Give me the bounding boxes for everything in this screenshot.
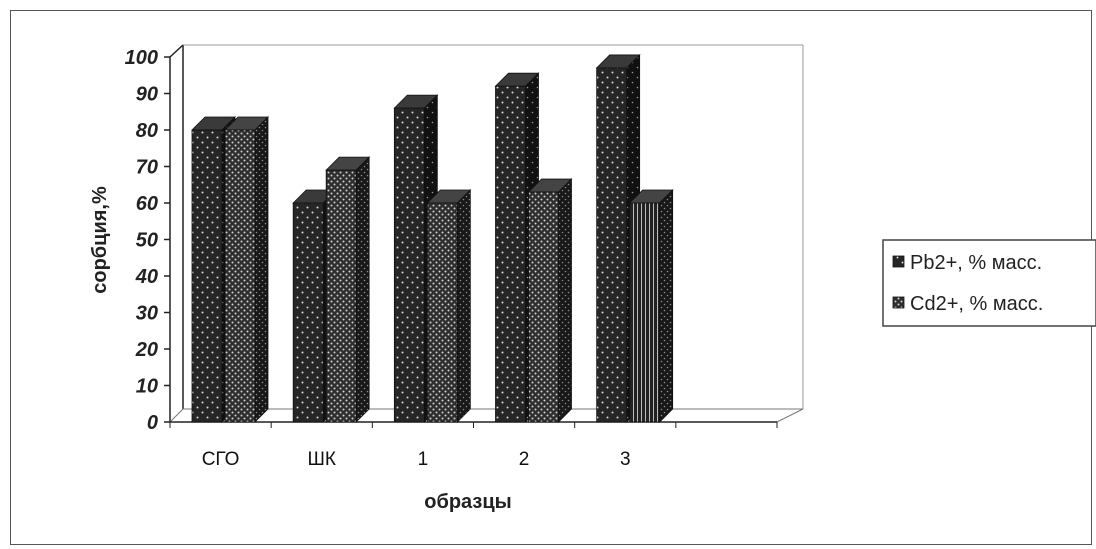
- y-tick-label: 90: [136, 84, 158, 106]
- x-tick-label: 1: [418, 449, 429, 470]
- bar-front-face: [192, 130, 222, 422]
- bar-front-face: [496, 86, 526, 422]
- bar-cd-СГО: [225, 117, 268, 422]
- y-tick-label: 100: [125, 47, 158, 69]
- bar-front-face: [529, 192, 559, 422]
- bar-cd-ШК: [326, 157, 369, 422]
- y-tick-label: 0: [147, 412, 158, 434]
- bar-cd-3: [630, 190, 673, 422]
- legend-label-cd: Cd2+, % масс.: [910, 293, 1043, 315]
- x-tick-label: ШК: [308, 449, 336, 470]
- y-tick-label: 10: [136, 376, 158, 398]
- x-axis-title: образцы: [424, 491, 511, 513]
- y-tick-label: 70: [136, 157, 158, 179]
- y-tick-label: 40: [135, 266, 158, 288]
- legend-label-pb: Pb2+, % масс.: [910, 252, 1042, 274]
- bar-side-face: [255, 117, 268, 422]
- y-tick-label: 80: [136, 120, 158, 142]
- bar-side-face: [457, 190, 470, 422]
- legend-swatch-cd: [893, 297, 904, 308]
- y-tick-label: 20: [135, 339, 158, 361]
- x-tick-label: СГО: [202, 449, 240, 470]
- bar-front-face: [597, 68, 627, 422]
- bar-front-face: [326, 170, 356, 422]
- legend: Pb2+, % масс. Cd2+, % масс.: [883, 240, 1096, 326]
- x-tick-label: 2: [519, 449, 530, 470]
- y-tick-label: 30: [136, 303, 158, 325]
- x-axis-ticks: СГО ШК 1 2 3: [170, 422, 777, 470]
- bar-cd-1: [427, 190, 470, 422]
- legend-swatch-pb: [893, 256, 904, 267]
- y-axis-title: сорбция,%: [89, 186, 111, 294]
- bar-side-face: [660, 190, 673, 422]
- y-tick-label: 50: [136, 230, 158, 252]
- bar-cd-2: [529, 179, 572, 422]
- x-tick-label: 3: [620, 449, 631, 470]
- bar-side-face: [559, 179, 572, 422]
- y-tick-label: 60: [136, 193, 158, 215]
- bar-front-face: [225, 130, 255, 422]
- bar-front-face: [394, 108, 424, 422]
- bars: [192, 55, 673, 422]
- y-axis-top-connector: [170, 45, 183, 57]
- bar-front-face: [630, 203, 660, 422]
- bar-front-face: [293, 203, 323, 422]
- bar-side-face: [356, 157, 369, 422]
- bar-front-face: [427, 203, 457, 422]
- y-axis-ticks: 0 10 20 30 40 50 60 70 80 90 100: [125, 47, 170, 434]
